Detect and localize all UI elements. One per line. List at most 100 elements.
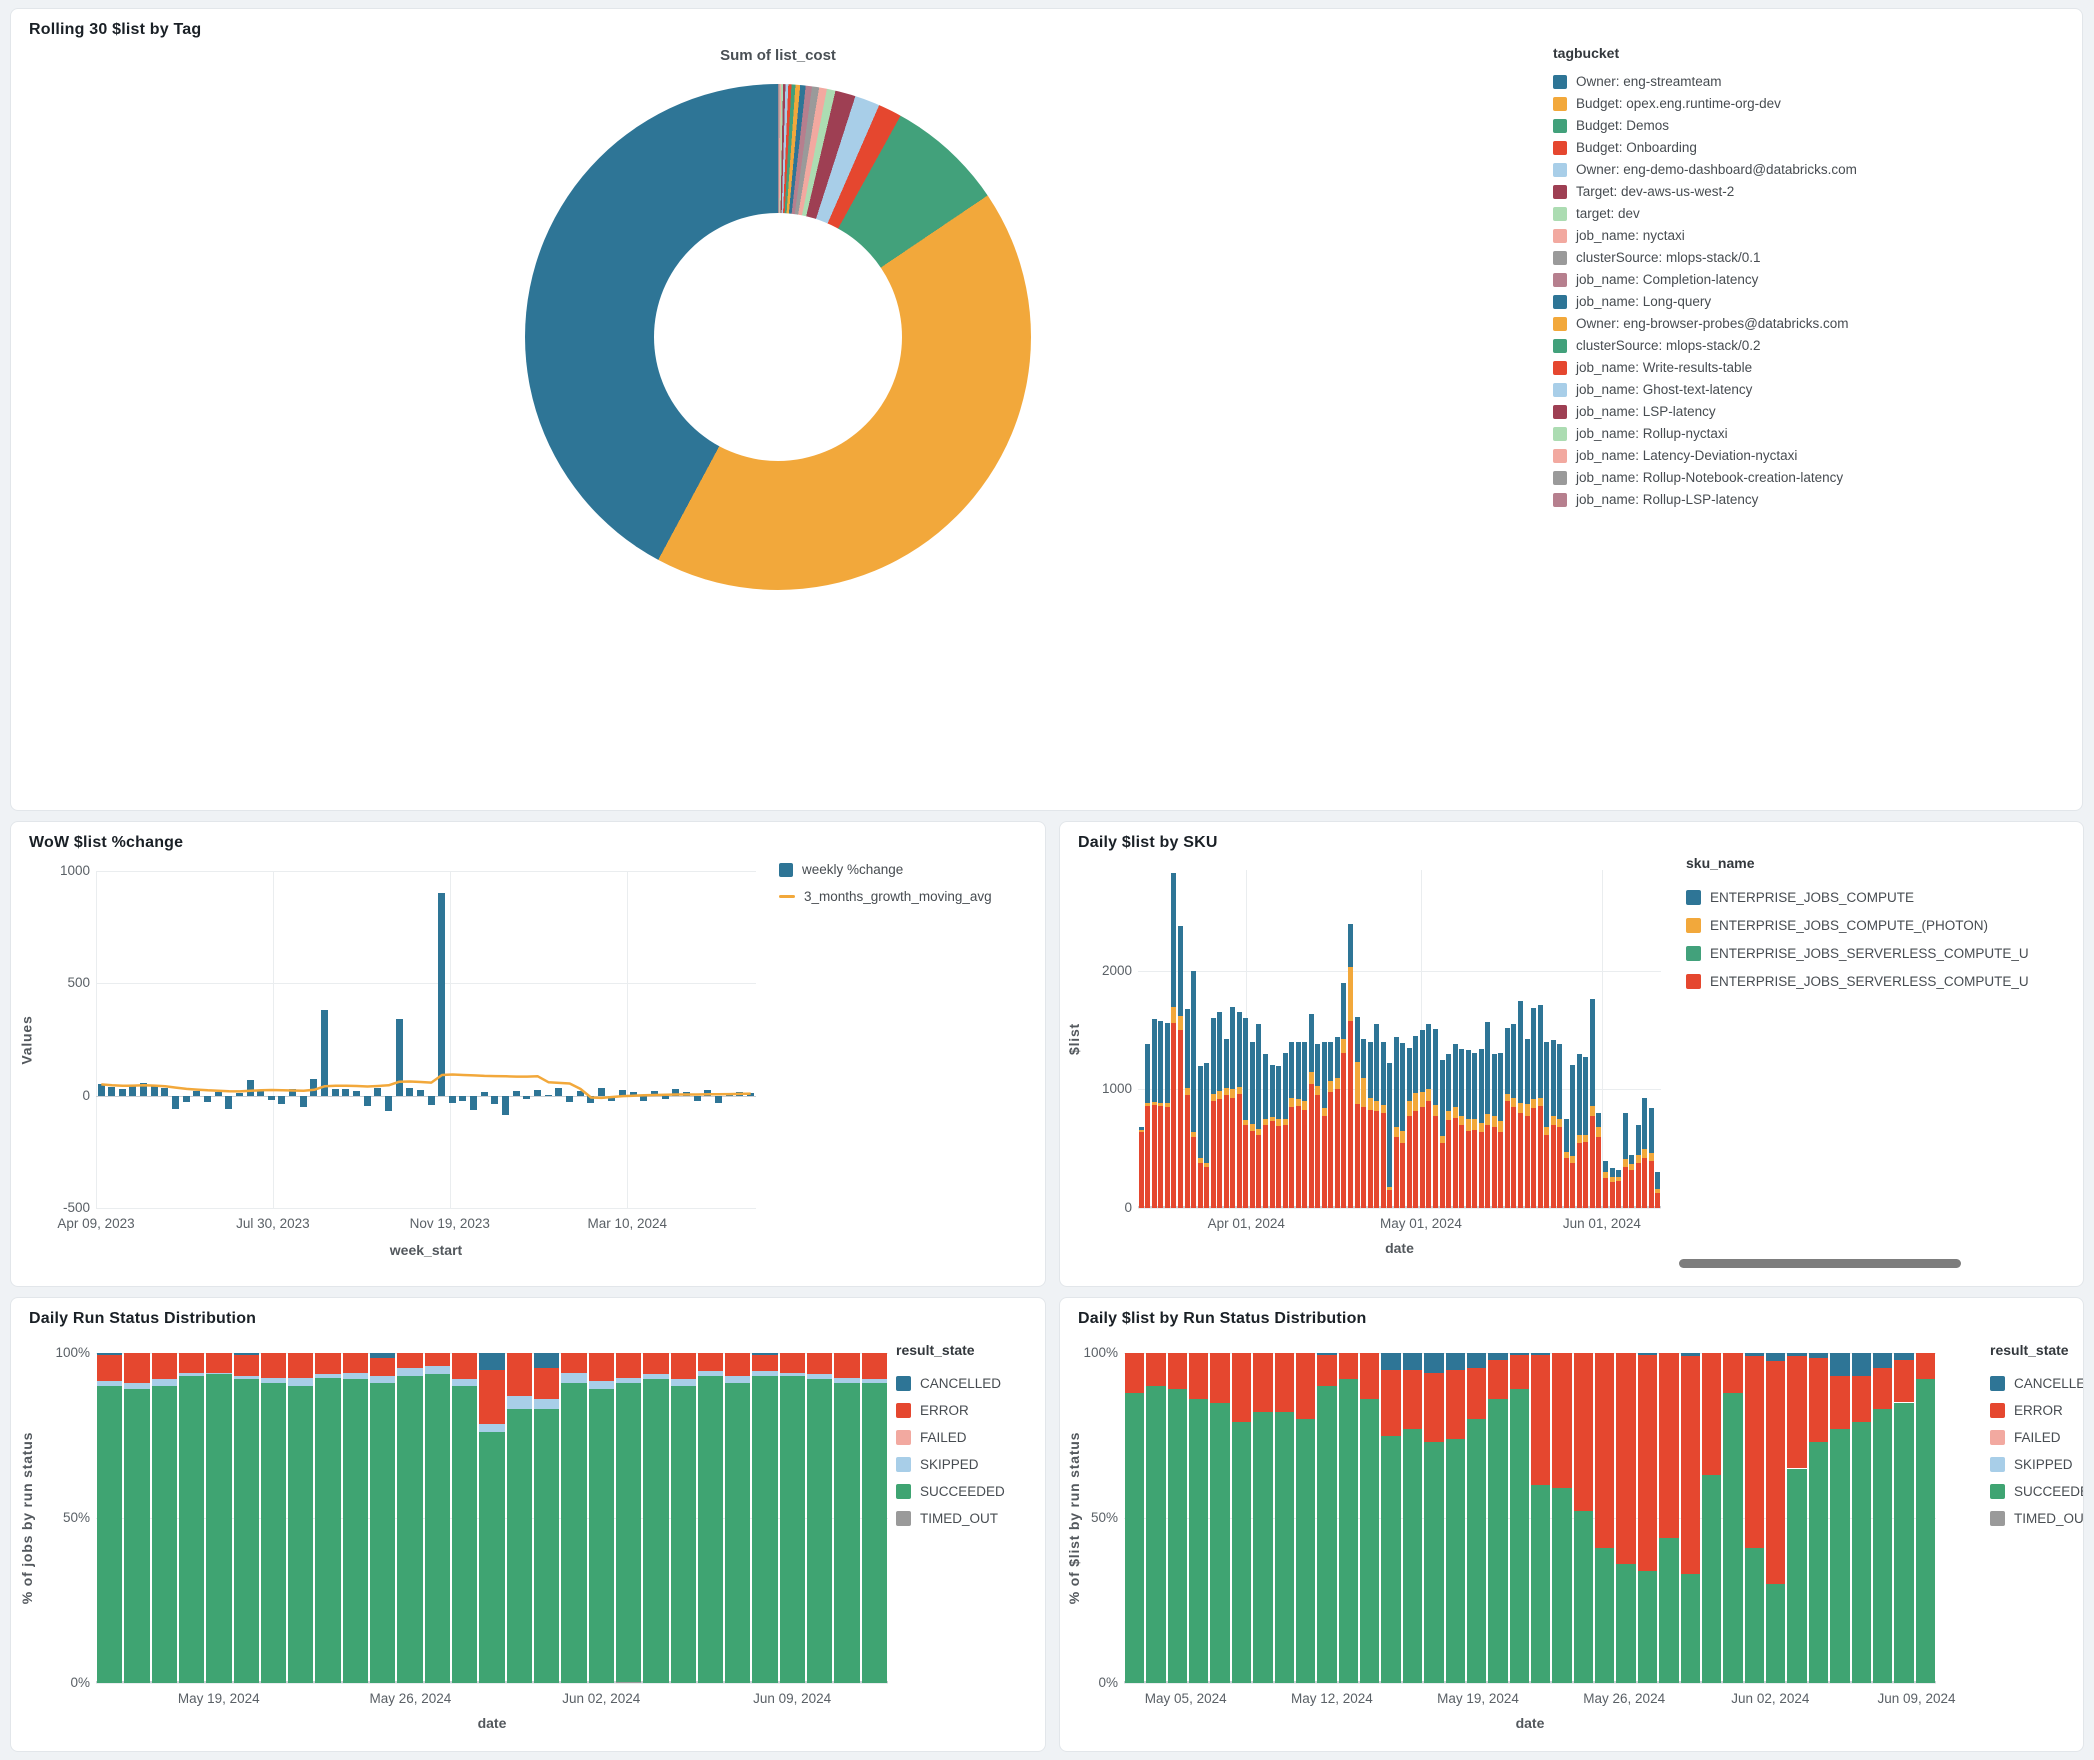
gridline-horizontal (1124, 1353, 1936, 1354)
bar-segment-cancelled (1531, 1353, 1551, 1355)
legend-item-enterprise-jobs-compute[interactable]: ENTERPRISE_JOBS_COMPUTE (1686, 890, 2083, 905)
x-tick-label: May 26, 2024 (1583, 1691, 1666, 1706)
weekly-change-bar (203, 1095, 211, 1102)
bar-segment-cancelled (533, 1353, 560, 1368)
bar-segment-serverless (1622, 1166, 1628, 1208)
bar-segment-photon (1550, 1115, 1556, 1126)
bar-segment-succeeded (1915, 1379, 1935, 1683)
legend-item-budget-onboarding[interactable]: Budget: Onboarding (1553, 140, 1857, 155)
legend-swatch (1553, 338, 1567, 353)
legend-swatch (896, 1430, 911, 1445)
bar-segment-jobs_compute (1348, 923, 1353, 968)
y-tick-label: 50% (1090, 1510, 1118, 1525)
legend-item-failed[interactable]: FAILED (896, 1430, 1005, 1445)
legend-item-timed-out[interactable]: TIMED_OUT (1990, 1511, 2084, 1526)
legend-item-budget-opex-eng-runtime-org-dev[interactable]: Budget: opex.eng.runtime-org-dev (1553, 96, 1857, 111)
legend-item-clustersource-mlops-stack-0-2[interactable]: clusterSource: mlops-stack/0.2 (1553, 338, 1857, 353)
bar-segment-succeeded (533, 1409, 560, 1683)
legend-item-succeeded[interactable]: SUCCEEDED (896, 1484, 1005, 1499)
legend-label: clusterSource: mlops-stack/0.2 (1576, 338, 1761, 353)
bar-segment-jobs_compute (1432, 1029, 1438, 1105)
legend-item-target-dev-aws-us-west-2[interactable]: Target: dev-aws-us-west-2 (1553, 184, 1857, 199)
legend-item-owner-eng-browser-probes-databricks-com[interactable]: Owner: eng-browser-probes@databricks.com (1553, 316, 1857, 331)
bar-segment-photon (1367, 1097, 1373, 1110)
legend-item-enterprise-jobs-compute-photon[interactable]: ENTERPRISE_JOBS_COMPUTE_(PHOTON) (1686, 918, 2083, 933)
legend-item-3-months-growth-moving-avg[interactable]: 3_months_growth_moving_avg (779, 889, 992, 904)
bar-segment-error (1488, 1359, 1508, 1400)
bar-segment-photon (1465, 1119, 1471, 1131)
bar-segment-serverless (1361, 1107, 1367, 1208)
bar-segment-error (1231, 1353, 1252, 1423)
legend-item-cancelled[interactable]: CANCELLED (1990, 1376, 2083, 1391)
x-axis-title: week_start (389, 1242, 463, 1258)
weekly-change-bar (235, 1093, 243, 1096)
bar-segment-serverless (1524, 1115, 1530, 1208)
y-tick-label: 0% (70, 1675, 90, 1690)
legend-item-job-name-rollup-nyctaxi[interactable]: job_name: Rollup-nyctaxi (1553, 426, 1857, 441)
bar-segment-serverless (1341, 1052, 1347, 1208)
bar-segment-error (479, 1369, 505, 1424)
bar-segment-photon (1491, 1115, 1497, 1128)
legend-item-job-name-write-results-table[interactable]: job_name: Write-results-table (1553, 360, 1857, 375)
legend-item-budget-demos[interactable]: Budget: Demos (1553, 118, 1857, 133)
legend-item-owner-eng-streamteam[interactable]: Owner: eng-streamteam (1553, 74, 1857, 89)
bar-segment-error (1701, 1353, 1722, 1476)
bar-segment-jobs_compute (1171, 872, 1177, 1007)
bar-segment-succeeded (206, 1374, 232, 1683)
legend-label: 3_months_growth_moving_avg (804, 889, 992, 904)
bar-segment-cancelled (370, 1353, 396, 1358)
legend-item-succeeded[interactable]: SUCCEEDED (1990, 1484, 2083, 1499)
legend-item-skipped[interactable]: SKIPPED (896, 1457, 1005, 1472)
legend-item-target-dev[interactable]: target: dev (1553, 206, 1857, 221)
x-axis-title: date (1385, 1240, 1414, 1256)
weekly-change-bar (172, 1095, 180, 1109)
legend-item-job-name-latency-deviation-nyctaxi[interactable]: job_name: Latency-Deviation-nyctaxi (1553, 448, 1857, 463)
x-tick-label: Jun 01, 2024 (1562, 1216, 1641, 1231)
legend-item-job-name-lsp-latency[interactable]: job_name: LSP-latency (1553, 404, 1857, 419)
weekly-change-bar (182, 1095, 190, 1103)
legend-item-job-name-ghost-text-latency[interactable]: job_name: Ghost-text-latency (1553, 382, 1857, 397)
bar-segment-photon (1419, 1091, 1425, 1108)
bar-segment-succeeded (151, 1386, 177, 1683)
legend-item-owner-eng-demo-dashboard-databricks-com[interactable]: Owner: eng-demo-dashboard@databricks.com (1553, 162, 1857, 177)
legend-item-timed-out[interactable]: TIMED_OUT (896, 1511, 1005, 1526)
bar-segment-succeeded (315, 1377, 341, 1683)
bar-segment-jobs_compute (1197, 1065, 1203, 1159)
bar-segment-succeeded (779, 1376, 806, 1683)
legend-item-job-name-rollup-notebook-creation-latency[interactable]: job_name: Rollup-Notebook-creation-laten… (1553, 470, 1857, 485)
bar-segment-jobs_compute (1164, 1023, 1170, 1103)
bar-segment-succeeded (1787, 1468, 1807, 1683)
gridline-horizontal (96, 1683, 888, 1684)
legend-item-error[interactable]: ERROR (896, 1403, 1005, 1418)
bar-segment-succeeded (861, 1382, 887, 1683)
legend-item-job-name-nyctaxi[interactable]: job_name: nyctaxi (1553, 228, 1857, 243)
legend-item-error[interactable]: ERROR (1990, 1403, 2083, 1418)
bar-segment-succeeded (1338, 1379, 1359, 1683)
horizontal-scrollbar[interactable] (1679, 1259, 1961, 1268)
bar-segment-photon (1563, 1152, 1569, 1159)
bar-segment-serverless (1263, 1125, 1268, 1208)
legend-item-job-name-rollup-lsp-latency[interactable]: job_name: Rollup-LSP-latency (1553, 492, 1857, 507)
legend-item-skipped[interactable]: SKIPPED (1990, 1457, 2083, 1472)
legend-label: TIMED_OUT (2014, 1511, 2084, 1526)
legend-item-weekly-change[interactable]: weekly %change (779, 862, 992, 877)
legend-swatch (1990, 1376, 2005, 1391)
bar-segment-jobs_compute (1230, 1006, 1236, 1090)
bar-segment-jobs_compute (1178, 925, 1184, 1016)
bar-segment-skipped (643, 1374, 669, 1380)
bar-segment-photon (1282, 1119, 1288, 1126)
gridline-vertical (627, 871, 629, 1208)
legend-item-job-name-completion-latency[interactable]: job_name: Completion-latency (1553, 272, 1857, 287)
legend-item-job-name-long-query[interactable]: job_name: Long-query (1553, 294, 1857, 309)
legend-item-enterprise-jobs-serverless-compute-u[interactable]: ENTERPRISE_JOBS_SERVERLESS_COMPUTE_U (1686, 946, 2083, 961)
bar-segment-jobs_compute (1380, 1042, 1386, 1105)
bar-segment-photon (1276, 1119, 1282, 1127)
bar-segment-error (206, 1353, 232, 1373)
legend-item-cancelled[interactable]: CANCELLED (896, 1376, 1005, 1391)
bar-segment-skipped (97, 1381, 123, 1386)
bar-segment-serverless (1204, 1166, 1210, 1208)
legend-item-clustersource-mlops-stack-0-1[interactable]: clusterSource: mlops-stack/0.1 (1553, 250, 1857, 265)
legend-item-enterprise-jobs-serverless-compute-u[interactable]: ENTERPRISE_JOBS_SERVERLESS_COMPUTE_U (1686, 974, 2083, 989)
legend-item-failed[interactable]: FAILED (1990, 1430, 2083, 1445)
bar-segment-serverless (1138, 1132, 1144, 1208)
